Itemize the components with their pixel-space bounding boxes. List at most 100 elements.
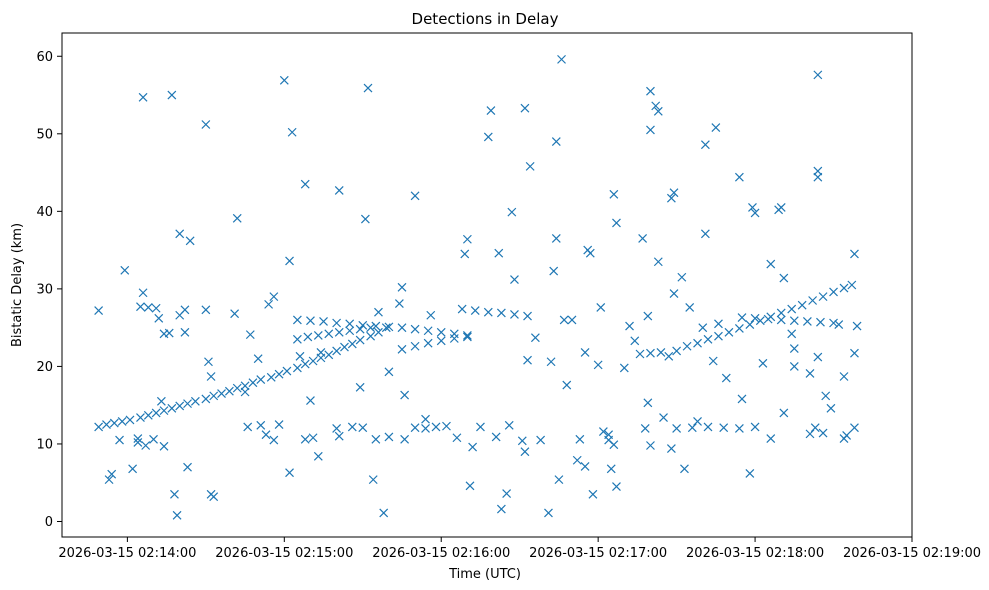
data-point	[256, 420, 266, 430]
data-point	[355, 324, 365, 334]
chart-title: Detections in Delay	[412, 10, 559, 28]
data-point	[159, 406, 169, 416]
data-point	[612, 482, 621, 492]
y-axis-label: Bistatic Delay (km)	[10, 223, 25, 347]
data-point	[204, 357, 213, 367]
data-point	[334, 431, 344, 441]
data-point	[360, 214, 370, 224]
data-point	[635, 349, 645, 359]
data-point	[826, 403, 836, 413]
data-point	[724, 327, 734, 337]
data-point	[358, 320, 368, 330]
data-point	[128, 464, 138, 474]
data-point	[190, 396, 200, 406]
data-point	[462, 234, 472, 244]
data-point	[646, 86, 655, 96]
y-tick-label: 60	[36, 50, 53, 65]
data-point	[374, 327, 383, 337]
data-point	[789, 316, 799, 326]
data-point	[638, 234, 648, 243]
data-point	[559, 315, 569, 325]
axes-frame	[61, 32, 913, 538]
x-tick-label: 2026-03-15 02:15:00	[215, 546, 353, 561]
data-point	[306, 396, 315, 405]
data-point	[316, 348, 326, 357]
data-point	[721, 373, 731, 383]
data-point	[737, 394, 747, 404]
data-point	[442, 421, 451, 431]
data-point	[758, 358, 768, 368]
y-tick-label: 50	[36, 127, 53, 142]
data-point	[572, 455, 582, 465]
data-point	[256, 375, 266, 385]
data-point	[852, 321, 862, 331]
data-point	[653, 106, 663, 116]
data-point	[808, 296, 818, 305]
data-point	[332, 424, 342, 433]
data-point	[175, 229, 185, 239]
data-point	[677, 272, 687, 282]
x-axis-label: Time (UTC)	[448, 567, 521, 582]
data-point	[669, 289, 679, 298]
data-point	[802, 317, 812, 326]
data-point	[206, 372, 216, 381]
data-point	[397, 323, 407, 333]
data-point	[292, 363, 302, 373]
data-point	[292, 334, 302, 344]
data-point	[580, 348, 590, 357]
data-point	[525, 161, 535, 171]
data-point	[593, 360, 603, 370]
data-point	[436, 336, 446, 346]
data-point	[643, 398, 653, 408]
data-point	[94, 422, 104, 432]
data-point	[510, 310, 519, 319]
data-point	[734, 172, 744, 182]
data-point	[839, 372, 849, 381]
data-point	[776, 203, 786, 212]
data-point	[776, 315, 786, 325]
data-point	[805, 368, 815, 378]
data-point	[397, 282, 407, 292]
data-point	[300, 179, 310, 189]
data-point	[94, 306, 104, 316]
data-point	[630, 336, 640, 346]
data-point	[520, 447, 530, 457]
data-point	[588, 489, 598, 499]
data-point	[154, 313, 164, 323]
data-point	[285, 468, 294, 478]
data-point	[243, 422, 253, 432]
data-point	[308, 433, 318, 443]
data-point	[672, 424, 682, 433]
data-point	[557, 54, 566, 64]
data-point	[313, 451, 323, 461]
data-point	[685, 303, 695, 312]
data-point	[201, 394, 211, 404]
data-point	[355, 382, 365, 392]
y-tick-label: 10	[36, 437, 53, 452]
data-point	[619, 363, 629, 373]
data-point	[813, 166, 823, 176]
data-point	[287, 127, 297, 137]
data-point	[269, 435, 279, 445]
data-point	[734, 323, 744, 333]
data-point	[562, 380, 572, 390]
data-point	[379, 508, 389, 518]
data-point	[180, 305, 190, 315]
data-point	[504, 420, 514, 430]
data-point	[313, 330, 323, 340]
data-point	[170, 489, 179, 499]
data-point	[381, 323, 391, 333]
data-point	[149, 434, 158, 444]
data-point	[138, 92, 148, 102]
data-point	[554, 475, 564, 485]
data-point	[306, 316, 315, 326]
data-point	[818, 428, 828, 438]
data-point	[850, 348, 859, 358]
data-point	[384, 432, 394, 442]
data-point	[491, 432, 501, 442]
data-point	[609, 189, 619, 199]
data-point	[209, 492, 219, 502]
data-point	[172, 510, 182, 520]
data-point	[138, 288, 148, 298]
data-point	[496, 504, 506, 514]
